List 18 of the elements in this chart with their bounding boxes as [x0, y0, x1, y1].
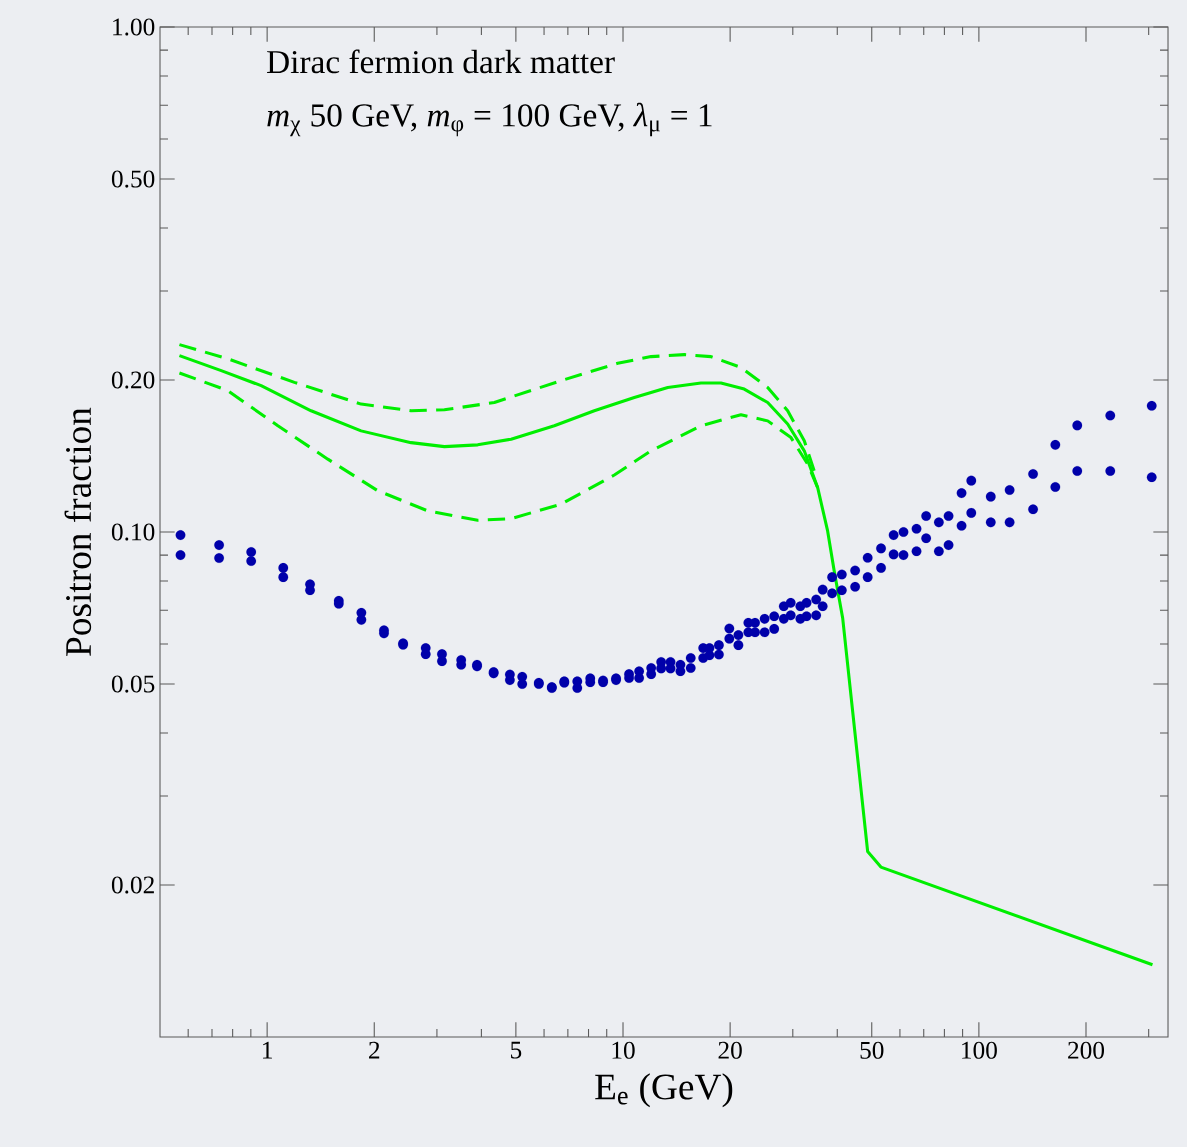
- text: Dirac fermion dark matter: [267, 49, 615, 74]
- y-tick-label: 0.20: [111, 371, 155, 389]
- y-axis-title: Positron fraction: [64, 407, 92, 656]
- y-tick-label: 1.00: [113, 18, 155, 36]
- y-tick-label: 0.50: [111, 170, 155, 188]
- y-tick-label: 0.10: [111, 523, 155, 541]
- y-tick-label: 0.05: [111, 675, 155, 693]
- x-tick-label: 50: [860, 1041, 884, 1059]
- x-axis-title: E$_{e}$ (GeV): [595, 1073, 733, 1108]
- x-tick-label: 20: [718, 1041, 742, 1059]
- text: m$_{χ}$ 50 GeV, m$_{φ}$ = 100 GeV, λ$_{μ}$ = 1: [267, 102, 712, 137]
- x-tick-label: 100: [962, 1041, 997, 1059]
- x-tick-label: 1: [263, 1041, 272, 1059]
- x-tick-label: 200: [1068, 1041, 1105, 1059]
- y-tick-label: 0.02: [111, 876, 154, 894]
- x-tick-label: 2: [369, 1041, 380, 1059]
- x-tick-label: 10: [612, 1041, 635, 1059]
- x-tick-label: 5: [511, 1041, 522, 1059]
